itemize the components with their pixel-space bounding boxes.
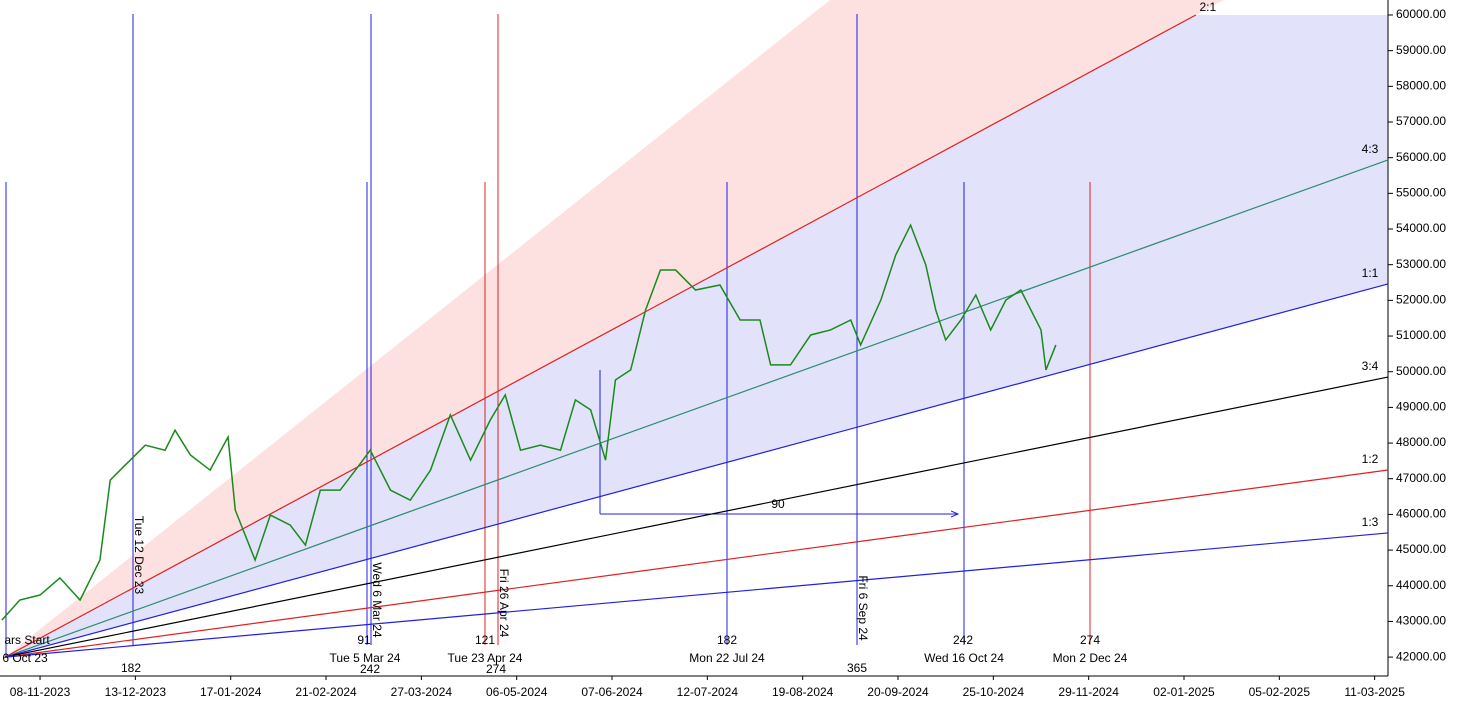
cycle-label: 274 xyxy=(1080,633,1100,647)
y-tick-label: 57000.00 xyxy=(1396,114,1446,128)
fan-line xyxy=(4,469,1389,658)
cycle-label: 6 Oct 23 xyxy=(2,651,48,665)
x-tick-label: 06-05-2024 xyxy=(486,685,548,699)
x-tick-label: 29-11-2024 xyxy=(1058,685,1119,699)
y-tick-label: 52000.00 xyxy=(1396,293,1446,307)
cycle-lines xyxy=(5,14,1091,657)
x-tick-label: 27-03-2024 xyxy=(391,685,453,699)
fan-label: 1:2 xyxy=(1362,452,1379,466)
y-tick-label: 49000.00 xyxy=(1396,400,1446,414)
x-tick-label: 12-07-2024 xyxy=(677,685,739,699)
x-tick-label: 11-03-2025 xyxy=(1344,685,1405,699)
cycle-label: Mon 22 Jul 24 xyxy=(689,651,765,665)
lavender-zone xyxy=(4,14,1388,658)
y-tick-label: 58000.00 xyxy=(1396,79,1446,93)
vertical-label: Fri 6 Sep 24 xyxy=(856,575,870,641)
cycle-label: Tue 5 Mar 24 xyxy=(330,651,401,665)
x-tick-label: 13-12-2023 xyxy=(105,685,167,699)
y-tick-label: 50000.00 xyxy=(1396,364,1446,378)
x-tick-label: 07-06-2024 xyxy=(581,685,643,699)
cycle-label: Tue 23 Apr 24 xyxy=(448,651,523,665)
cycle-label: 121 xyxy=(475,633,495,647)
y-tick-label: 45000.00 xyxy=(1396,542,1446,556)
y-tick-label: 56000.00 xyxy=(1396,150,1446,164)
vertical-label: Wed 6 Mar 24 xyxy=(370,562,384,637)
cycle-label: 182 xyxy=(717,633,737,647)
y-tick-label: 51000.00 xyxy=(1396,328,1446,342)
price-line xyxy=(1,223,1057,621)
arrow-label: 90 xyxy=(771,497,785,511)
y-tick-label: 42000.00 xyxy=(1396,649,1446,663)
y-tick-label: 55000.00 xyxy=(1396,186,1446,200)
x-tick-label: 05-02-2025 xyxy=(1249,685,1311,699)
fan-line xyxy=(4,14,1197,658)
y-tick-label: 46000.00 xyxy=(1396,507,1446,521)
x-tick-label: 17-01-2024 xyxy=(200,685,262,699)
cycle-label: 242 xyxy=(953,633,973,647)
cycle-label: Wed 16 Oct 24 xyxy=(924,651,1004,665)
y-tick-label: 44000.00 xyxy=(1396,578,1446,592)
x-tick-label: 25-10-2024 xyxy=(963,685,1025,699)
fan-label: 2:1 xyxy=(1199,0,1216,14)
x-tick-label: 20-09-2024 xyxy=(867,685,929,699)
x-tick-label: 08-11-2023 xyxy=(10,685,71,699)
y-tick-label: 60000.00 xyxy=(1396,7,1446,21)
fan-line xyxy=(4,283,1389,658)
x-tick-label: 21-02-2024 xyxy=(295,685,357,699)
cycle-label: 242 xyxy=(360,662,380,676)
y-tick-label: 47000.00 xyxy=(1396,471,1446,485)
cycle-label: 365 xyxy=(847,661,867,675)
fan-label: 3:4 xyxy=(1362,359,1379,373)
fan-label: 4:3 xyxy=(1362,142,1379,156)
fan-label: 1:3 xyxy=(1362,515,1379,529)
y-tick-label: 53000.00 xyxy=(1396,257,1446,271)
y-tick-label: 59000.00 xyxy=(1396,43,1446,57)
fan-label: 1:1 xyxy=(1362,266,1379,280)
vertical-label: Tue 12 Dec 23 xyxy=(132,516,146,595)
vertical-label: Fri 26 Apr 24 xyxy=(497,569,511,638)
cycle-label: 182 xyxy=(121,661,141,675)
y-tick-label: 43000.00 xyxy=(1396,614,1446,628)
cycle-label: ars Start xyxy=(4,633,50,647)
cycle-label: Mon 2 Dec 24 xyxy=(1053,651,1128,665)
y-tick-label: 54000.00 xyxy=(1396,221,1446,235)
fan-line xyxy=(4,376,1389,658)
x-tick-label: 19-08-2024 xyxy=(772,685,834,699)
cycle-label: 274 xyxy=(486,662,506,676)
x-tick-label: 02-01-2025 xyxy=(1153,685,1215,699)
fan-line xyxy=(4,159,1389,658)
cycle-label: 91 xyxy=(357,633,371,647)
y-tick-label: 48000.00 xyxy=(1396,435,1446,449)
fan-line xyxy=(4,532,1389,658)
